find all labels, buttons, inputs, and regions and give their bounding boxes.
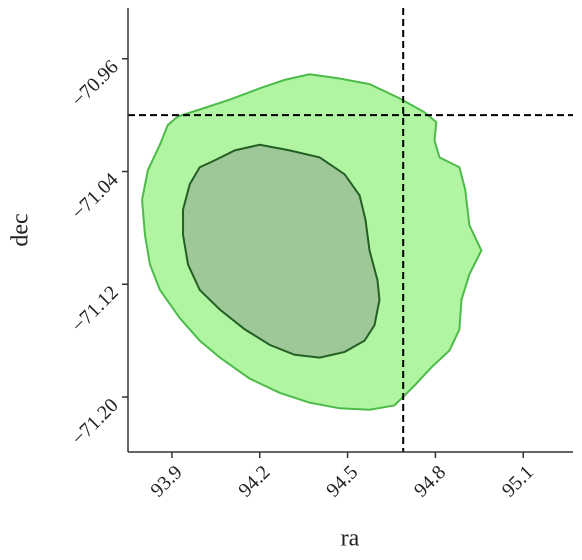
y-tick-label: −71.12 — [67, 281, 122, 336]
x-tick-label: 94.8 — [410, 461, 450, 501]
y-axis-label: dec — [8, 213, 34, 246]
x-tick-label: 93.9 — [146, 461, 186, 501]
x-tick-label: 95.1 — [498, 461, 538, 501]
x-axis-label: ra — [341, 526, 360, 552]
contour — [182, 143, 381, 359]
y-tick-label: −70.96 — [67, 56, 122, 111]
y-tick-label: −71.04 — [67, 169, 122, 224]
y-tick-label: −71.20 — [67, 394, 122, 449]
x-tick-label: 94.2 — [234, 461, 274, 501]
x-tick-label: 94.5 — [322, 461, 362, 501]
